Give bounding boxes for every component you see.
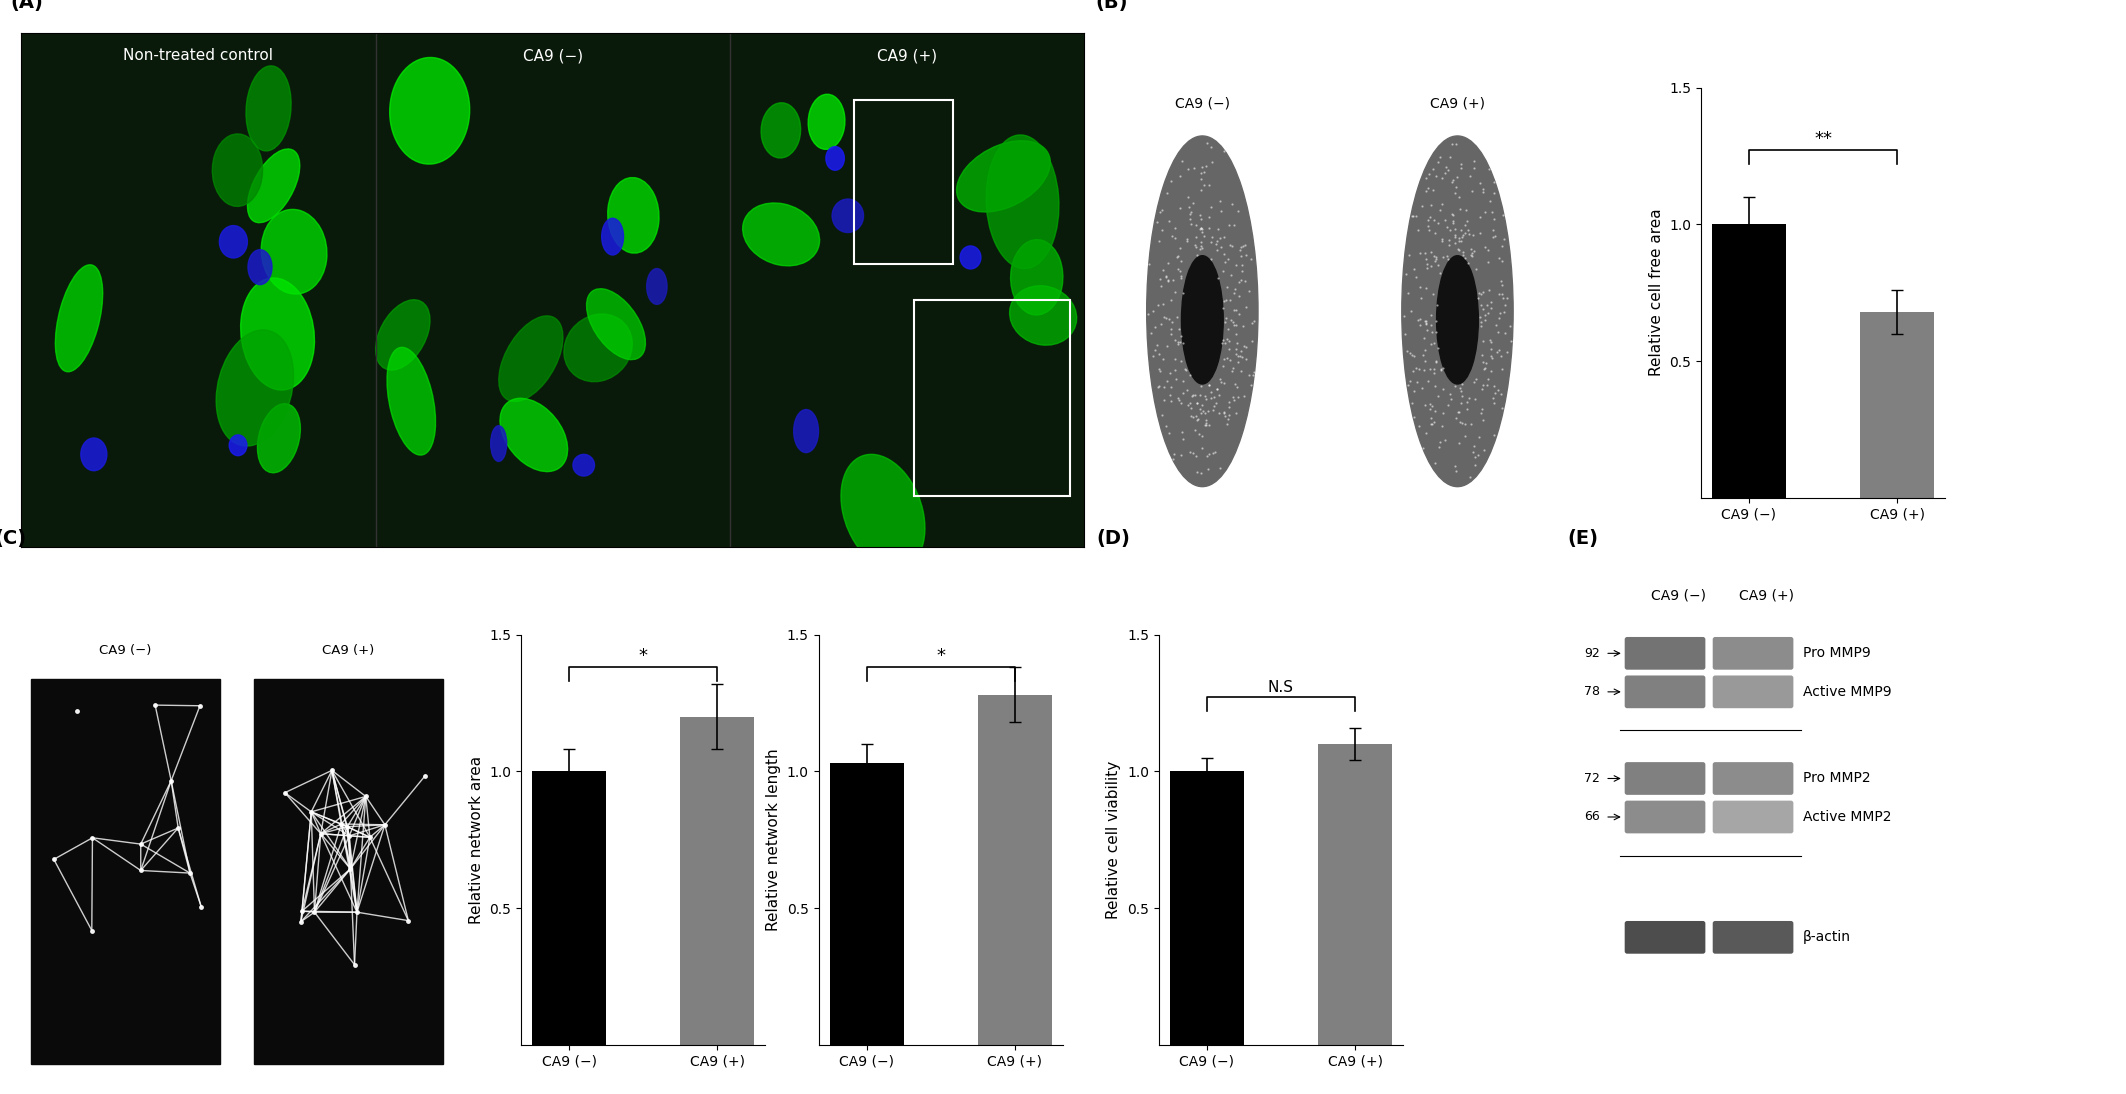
Text: CA9 (+): CA9 (+) bbox=[1431, 96, 1484, 110]
Ellipse shape bbox=[213, 133, 264, 207]
Text: (E): (E) bbox=[1567, 528, 1599, 548]
Text: β-actin: β-actin bbox=[1803, 930, 1852, 944]
Ellipse shape bbox=[572, 454, 595, 476]
Text: CA9 (−): CA9 (−) bbox=[1652, 589, 1705, 603]
Ellipse shape bbox=[1010, 286, 1076, 346]
Ellipse shape bbox=[55, 265, 102, 372]
Bar bbox=[253, 678, 442, 1063]
Text: 78: 78 bbox=[1584, 685, 1601, 698]
Ellipse shape bbox=[240, 278, 315, 391]
Text: (A): (A) bbox=[11, 0, 43, 12]
Ellipse shape bbox=[761, 103, 802, 158]
Bar bbox=[1318, 744, 1393, 1045]
Bar bbox=[32, 678, 219, 1063]
Ellipse shape bbox=[961, 246, 980, 269]
Ellipse shape bbox=[247, 66, 291, 151]
Text: (D): (D) bbox=[1097, 528, 1131, 548]
Ellipse shape bbox=[500, 316, 563, 401]
Y-axis label: Relative cell viability: Relative cell viability bbox=[1106, 760, 1120, 919]
Ellipse shape bbox=[1437, 256, 1478, 384]
Text: Active MMP9: Active MMP9 bbox=[1803, 685, 1892, 699]
Ellipse shape bbox=[587, 289, 646, 360]
Text: Non-treated control: Non-treated control bbox=[123, 48, 274, 63]
Text: CA9 (+): CA9 (+) bbox=[321, 644, 374, 657]
Ellipse shape bbox=[646, 268, 668, 304]
Text: CA9 (−): CA9 (−) bbox=[523, 48, 583, 63]
Ellipse shape bbox=[230, 435, 247, 456]
Ellipse shape bbox=[219, 225, 247, 258]
FancyBboxPatch shape bbox=[1624, 921, 1705, 954]
Bar bbox=[914, 300, 1069, 496]
Bar bbox=[1860, 312, 1935, 498]
Bar bbox=[1169, 771, 1244, 1045]
Bar bbox=[532, 771, 606, 1045]
Text: CA9 (−): CA9 (−) bbox=[1176, 96, 1229, 110]
FancyBboxPatch shape bbox=[1624, 637, 1705, 670]
Ellipse shape bbox=[825, 147, 844, 171]
Ellipse shape bbox=[608, 177, 659, 253]
Ellipse shape bbox=[831, 199, 863, 233]
Ellipse shape bbox=[563, 314, 631, 382]
Y-axis label: Relative network area: Relative network area bbox=[468, 756, 483, 923]
Text: 72: 72 bbox=[1584, 772, 1601, 785]
Ellipse shape bbox=[376, 300, 429, 370]
Y-axis label: Relative cell free area: Relative cell free area bbox=[1648, 209, 1663, 376]
Ellipse shape bbox=[1182, 256, 1222, 384]
Ellipse shape bbox=[1010, 240, 1063, 315]
Ellipse shape bbox=[986, 135, 1059, 269]
FancyBboxPatch shape bbox=[1714, 801, 1794, 834]
Ellipse shape bbox=[249, 249, 272, 284]
Ellipse shape bbox=[257, 404, 300, 473]
Text: CA9 (−): CA9 (−) bbox=[100, 644, 151, 657]
Ellipse shape bbox=[808, 94, 844, 150]
Bar bbox=[978, 695, 1052, 1045]
Text: 92: 92 bbox=[1584, 647, 1601, 660]
Ellipse shape bbox=[387, 347, 436, 455]
Ellipse shape bbox=[217, 330, 293, 446]
Ellipse shape bbox=[602, 219, 623, 255]
Text: *: * bbox=[935, 647, 946, 665]
FancyBboxPatch shape bbox=[1714, 921, 1794, 954]
Bar bbox=[829, 764, 904, 1045]
Text: *: * bbox=[638, 647, 648, 665]
Y-axis label: Relative network length: Relative network length bbox=[765, 748, 780, 931]
Ellipse shape bbox=[500, 398, 568, 472]
Ellipse shape bbox=[247, 149, 300, 223]
Bar bbox=[1711, 224, 1786, 498]
FancyBboxPatch shape bbox=[1624, 801, 1705, 834]
Text: Pro MMP2: Pro MMP2 bbox=[1803, 771, 1871, 785]
Text: 66: 66 bbox=[1584, 811, 1601, 824]
FancyBboxPatch shape bbox=[1714, 675, 1794, 708]
Text: (B): (B) bbox=[1095, 0, 1127, 12]
Text: (C): (C) bbox=[0, 528, 28, 548]
Ellipse shape bbox=[957, 141, 1050, 212]
FancyBboxPatch shape bbox=[1714, 763, 1794, 795]
Text: CA9 (+): CA9 (+) bbox=[878, 48, 938, 63]
Ellipse shape bbox=[1401, 136, 1514, 487]
Ellipse shape bbox=[742, 203, 821, 266]
Bar bbox=[680, 717, 755, 1045]
Ellipse shape bbox=[491, 426, 506, 462]
FancyBboxPatch shape bbox=[1624, 675, 1705, 708]
Text: N.S: N.S bbox=[1267, 679, 1295, 695]
Text: Active MMP2: Active MMP2 bbox=[1803, 810, 1892, 824]
Text: CA9 (+): CA9 (+) bbox=[1739, 589, 1794, 603]
Text: **: ** bbox=[1813, 130, 1833, 148]
Ellipse shape bbox=[842, 454, 925, 570]
FancyBboxPatch shape bbox=[1714, 637, 1794, 670]
Ellipse shape bbox=[1146, 136, 1259, 487]
Ellipse shape bbox=[793, 409, 819, 453]
Ellipse shape bbox=[81, 438, 106, 470]
Text: Pro MMP9: Pro MMP9 bbox=[1803, 647, 1871, 661]
Ellipse shape bbox=[389, 58, 470, 164]
Ellipse shape bbox=[261, 209, 327, 294]
Bar bbox=[855, 100, 952, 265]
FancyBboxPatch shape bbox=[1624, 763, 1705, 795]
